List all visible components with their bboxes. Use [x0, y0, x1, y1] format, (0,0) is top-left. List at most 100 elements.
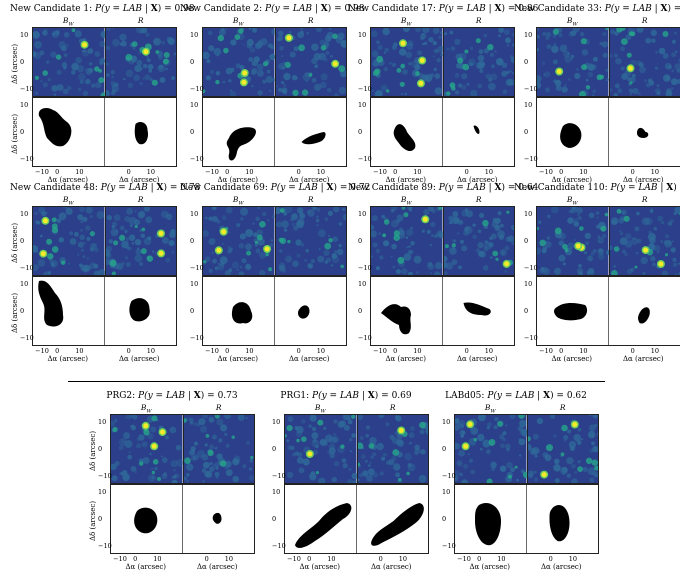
x-tick-label: 10	[224, 555, 233, 563]
band-label-bw: BW	[484, 403, 496, 415]
x-tick-label: 0	[225, 168, 230, 176]
image-divider	[608, 207, 610, 275]
x-tick-label: 10	[579, 347, 588, 355]
x-tick-label: 10	[153, 555, 162, 563]
x-tick-label: 0	[126, 347, 131, 355]
bw-mask-shape	[560, 123, 582, 148]
band-label-bw: BW	[314, 403, 326, 415]
mask-svg	[393, 98, 480, 166]
band-label-bw: BW	[400, 16, 412, 28]
y-tick-label: 0	[524, 58, 529, 66]
y-tick-label: 10	[524, 31, 533, 40]
y-tick-label: 10	[442, 418, 451, 427]
band-label-r: R	[641, 195, 648, 204]
image-divider	[274, 207, 276, 275]
candidate-panel-nc89: New Candidate 89: P(y = LAB | X) = 0.64 B…	[348, 181, 538, 363]
y-tick-label: 0	[358, 128, 363, 136]
bw-image	[371, 28, 443, 96]
x-tick-label: −10	[113, 555, 127, 563]
mask-frame	[202, 276, 347, 346]
x-tick-label: −10	[457, 555, 471, 563]
x-tick-label: −10	[373, 347, 387, 355]
panel-title-name: PRG1:	[280, 391, 313, 401]
candidate-panel-nc48: New Candidate 48: P(y = LAB | X) = 0.78 B…	[10, 181, 200, 363]
band-label-r: R	[475, 16, 482, 25]
r-image	[357, 415, 428, 483]
candidate-panel-prg1: PRG1: P(y = LAB | X) = 0.69 BW R 10 0 −10 10 0…	[262, 389, 432, 571]
r-mask-shape	[463, 302, 491, 316]
mask-frame	[536, 97, 680, 167]
y-tick-label: 10	[190, 280, 199, 289]
y-tick-label: −10	[20, 263, 34, 272]
y-tick-label: 0	[20, 237, 25, 245]
mask-frame	[536, 276, 680, 346]
x-tick-label: 10	[568, 555, 577, 563]
image-divider	[182, 415, 184, 483]
y-tick-label: 0	[524, 307, 529, 315]
y-tick-label: 10	[190, 101, 199, 110]
bw-mask-shape	[226, 127, 256, 161]
bw-mask-shape	[134, 507, 158, 534]
bw-image	[537, 207, 609, 275]
x-tick-label: 0	[296, 168, 301, 176]
y-tick-label: −10	[272, 541, 286, 550]
r-mask-shape	[636, 127, 649, 138]
x-axis-label: Δα (arcsec)	[551, 355, 593, 363]
y-tick-label: −10	[358, 84, 372, 93]
band-label-r: R	[389, 403, 396, 412]
r-image	[443, 28, 514, 96]
panel-title: New Candidate 1: P(y = LAB | X) = 0.98	[10, 4, 195, 14]
panel-title-name: PRG2:	[106, 391, 139, 401]
x-axis-label: Δα (arcsec)	[456, 176, 498, 184]
panel-probability: 0.86	[518, 4, 539, 14]
image-frame	[536, 27, 680, 97]
candidate-panel-labd05: LABd05: P(y = LAB | X) = 0.62 BW R 10 0 −10 1…	[432, 389, 602, 571]
x-tick-label: 10	[413, 347, 422, 355]
candidate-panel-nc2: New Candidate 2: P(y = LAB | X) = 0.98 BW…	[180, 2, 365, 184]
x-axis-label: Δα (arcsec)	[47, 355, 89, 363]
panel-probability: 0.73	[217, 391, 238, 401]
y-axis-label: Δδ (arcsec)	[11, 43, 19, 84]
panel-title: New Candidate 2: P(y = LAB | X) = 0.98	[180, 4, 365, 14]
x-axis-label: Δα (arcsec)	[540, 563, 582, 571]
panel-title: New Candidate 110: P(y = LAB | X) = 0.60	[514, 183, 680, 193]
band-label-r: R	[307, 16, 314, 25]
x-axis-label: Δα (arcsec)	[288, 176, 330, 184]
band-label-r: R	[641, 16, 648, 25]
bw-image	[203, 28, 275, 96]
x-tick-label: 10	[398, 555, 407, 563]
y-tick-label: 10	[358, 101, 367, 110]
x-tick-label: 0	[548, 555, 553, 563]
x-tick-label: 0	[559, 347, 564, 355]
x-tick-label: 0	[133, 555, 138, 563]
x-tick-label: 10	[245, 168, 254, 176]
y-tick-label: −10	[20, 333, 34, 342]
r-mask-shape	[473, 125, 480, 134]
mask-frame	[202, 97, 347, 167]
y-axis-label: Δδ (arcsec)	[11, 292, 19, 333]
y-tick-label: −10	[272, 471, 286, 480]
y-tick-label: 10	[442, 488, 451, 497]
y-axis-label: Δδ (arcsec)	[11, 113, 19, 154]
x-tick-label: 0	[464, 168, 469, 176]
panel-title: PRG2: P(y = LAB | X) = 0.73	[106, 391, 238, 401]
mask-svg	[295, 485, 424, 553]
r-image	[609, 28, 680, 96]
image-divider	[274, 28, 276, 96]
x-tick-label: 0	[393, 168, 398, 176]
x-tick-label: 10	[75, 168, 84, 176]
band-label-bw: BW	[232, 195, 244, 207]
y-tick-label: 10	[190, 31, 199, 40]
y-tick-label: 0	[20, 307, 25, 315]
x-axis-label: Δα (arcsec)	[47, 176, 89, 184]
x-axis-label: Δα (arcsec)	[385, 176, 427, 184]
y-tick-label: 10	[20, 101, 29, 110]
band-label-r: R	[559, 403, 566, 412]
y-tick-label: 10	[20, 210, 29, 219]
mask-svg	[38, 277, 150, 345]
x-tick-label: 10	[146, 347, 155, 355]
bw-mask-shape	[381, 304, 411, 335]
panel-probability: 0.98	[174, 4, 195, 14]
mask-svg	[381, 277, 491, 345]
x-tick-label: −10	[205, 168, 219, 176]
